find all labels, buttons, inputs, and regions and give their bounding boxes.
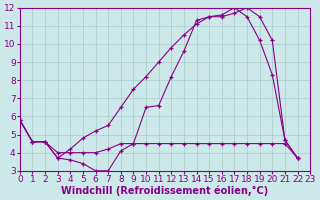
X-axis label: Windchill (Refroidissement éolien,°C): Windchill (Refroidissement éolien,°C)	[61, 185, 268, 196]
